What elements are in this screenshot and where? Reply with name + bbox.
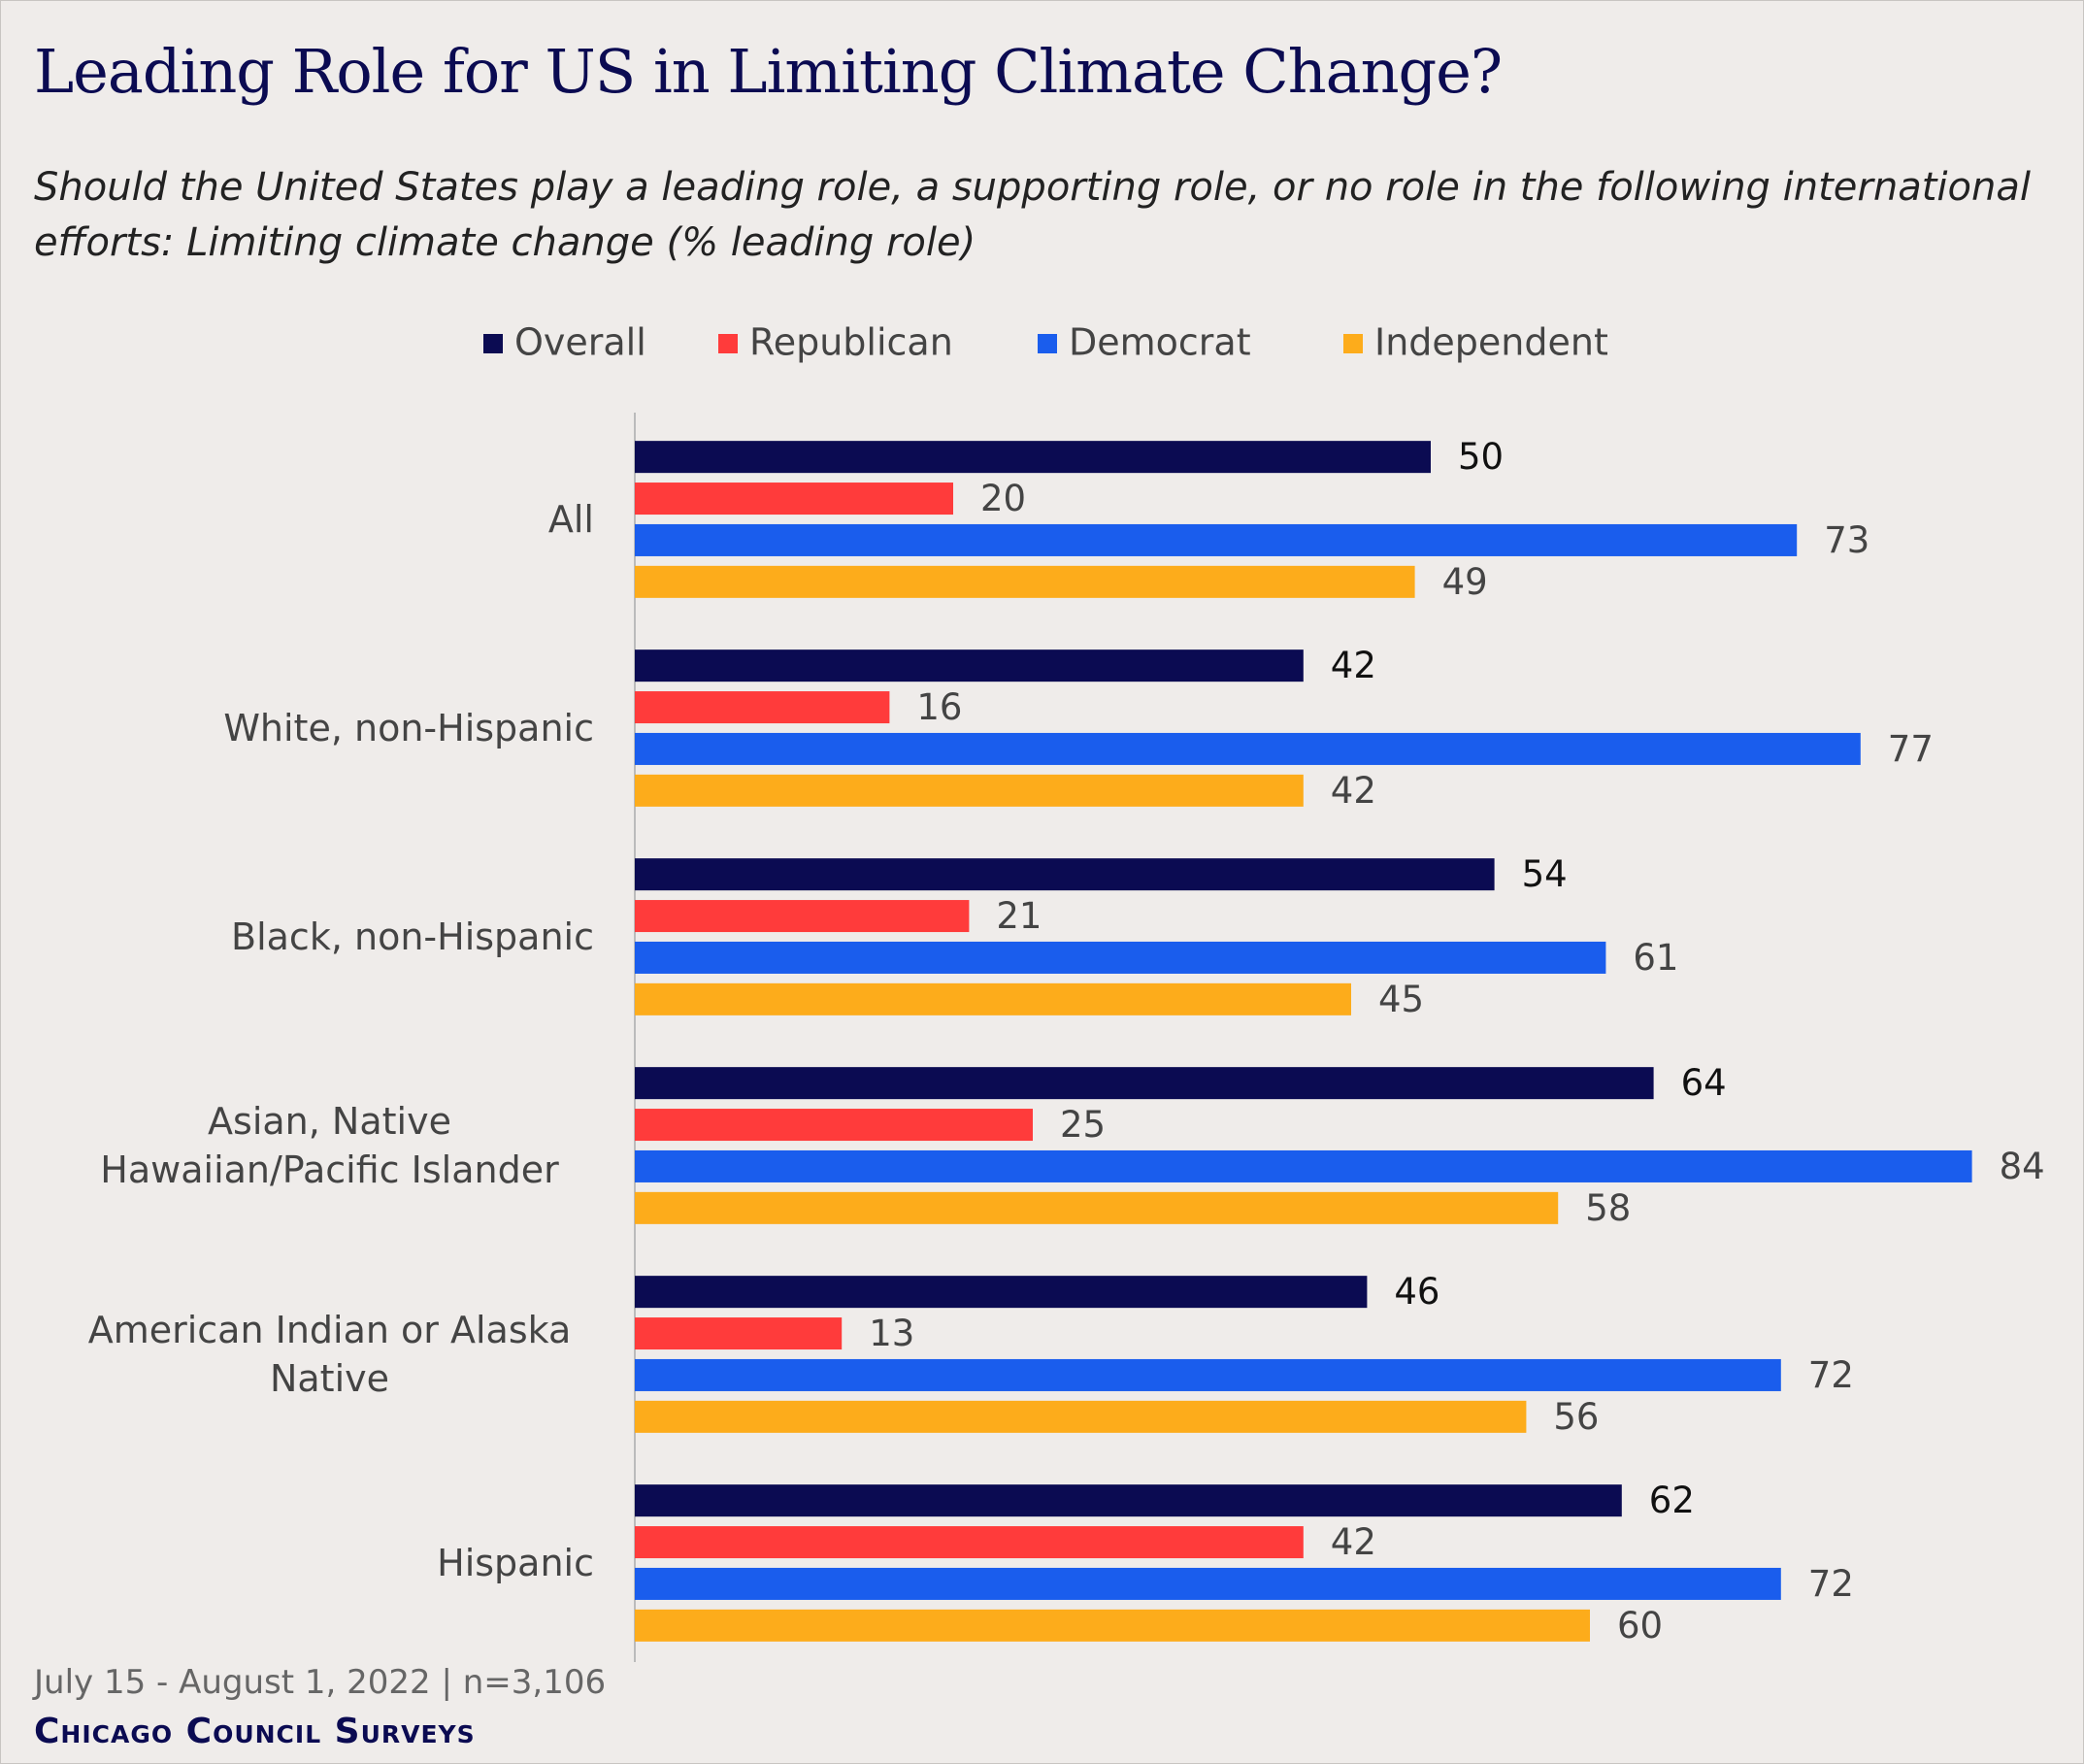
- value-label: 84: [2000, 1146, 2045, 1187]
- value-label: 72: [1808, 1563, 1854, 1605]
- bar: [635, 774, 1304, 807]
- bar: [635, 1358, 1781, 1391]
- bar: [635, 565, 1415, 598]
- bar: [635, 941, 1606, 974]
- note: July 15 - August 1, 2022 | n=3,106: [34, 1663, 607, 1702]
- bar: [635, 483, 953, 516]
- bar: [635, 649, 1304, 682]
- bar: [635, 1276, 1368, 1309]
- legend-swatch: [1343, 334, 1363, 353]
- legend-label: Democrat: [1069, 321, 1251, 364]
- category-label: All: [547, 498, 594, 541]
- value-label: 42: [1331, 770, 1376, 812]
- bar: [635, 1149, 1972, 1182]
- value-label: 49: [1442, 561, 1488, 603]
- category-label: Asian, Native Hawaiian/Pacific Islander: [100, 1100, 559, 1191]
- legend-label: Overall: [514, 321, 646, 364]
- value-label: 50: [1458, 436, 1504, 478]
- value-label: 60: [1617, 1605, 1663, 1647]
- legend-swatch: [483, 334, 503, 353]
- bar: [635, 1109, 1033, 1142]
- legend-swatch: [718, 334, 738, 353]
- value-label: 46: [1394, 1271, 1439, 1313]
- value-label: 45: [1378, 979, 1424, 1020]
- value-label: 20: [980, 478, 1026, 519]
- legend-label: Republican: [749, 321, 953, 364]
- value-label: 42: [1331, 645, 1376, 686]
- value-label: 13: [869, 1313, 914, 1354]
- bar: [635, 1400, 1527, 1433]
- bar: [635, 1526, 1304, 1559]
- value-label: 56: [1553, 1396, 1599, 1438]
- bar: [635, 1567, 1781, 1600]
- category-label: White, non-Hispanic: [223, 707, 594, 749]
- value-label: 16: [916, 686, 962, 728]
- value-label: 61: [1633, 937, 1678, 979]
- category-label: Hispanic: [437, 1542, 594, 1584]
- bar: [635, 1484, 1622, 1517]
- bar: [635, 691, 890, 724]
- bar: [635, 1067, 1654, 1100]
- bar: [635, 982, 1351, 1015]
- value-label: 58: [1585, 1187, 1631, 1229]
- legend-swatch: [1038, 334, 1057, 353]
- chart-subtitle: Should the United States play a leading …: [34, 165, 2031, 265]
- category-label: American Indian or Alaska Native: [87, 1309, 572, 1400]
- bar: [635, 1317, 843, 1350]
- value-label: 77: [1888, 728, 1934, 770]
- value-label: 25: [1060, 1104, 1106, 1146]
- value-label: 72: [1808, 1354, 1854, 1396]
- value-label: 54: [1522, 853, 1568, 895]
- value-label: 64: [1681, 1062, 1727, 1104]
- bar: [635, 1191, 1559, 1224]
- value-label: 21: [996, 895, 1042, 937]
- bar: [635, 732, 1861, 765]
- category-label: Black, non-Hispanic: [231, 915, 594, 958]
- bar: [635, 900, 970, 933]
- chart-title: Leading Role for US in Limiting Climate …: [34, 36, 1503, 107]
- bar: [635, 523, 1798, 556]
- bar: [635, 1609, 1590, 1642]
- legend-label: Independent: [1374, 321, 1608, 364]
- bar: [635, 441, 1431, 474]
- source: Chicago Council Surveys: [34, 1712, 476, 1751]
- value-label: 62: [1649, 1480, 1695, 1521]
- bar: [635, 858, 1495, 891]
- value-label: 73: [1824, 519, 1869, 561]
- value-label: 42: [1331, 1521, 1376, 1563]
